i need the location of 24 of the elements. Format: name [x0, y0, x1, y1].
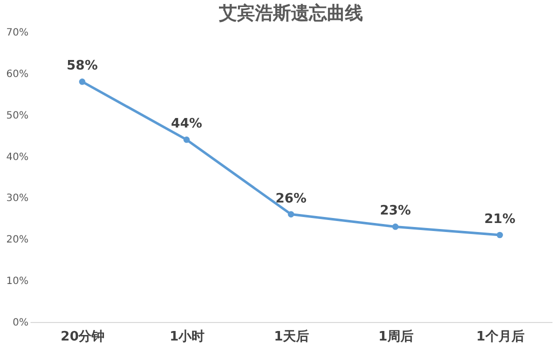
chart-title: 艾宾浩斯遗忘曲线: [218, 3, 363, 24]
point: [79, 78, 86, 85]
data-label: 26%: [275, 191, 307, 206]
point: [288, 211, 294, 218]
y-tick-label: 60%: [6, 68, 28, 80]
point: [496, 232, 503, 238]
data-label: 21%: [484, 212, 516, 227]
y-tick-label: 20%: [6, 234, 28, 246]
point: [183, 136, 190, 143]
y-tick-label: 0%: [12, 318, 28, 328]
x-tick-label: 1周后: [378, 328, 414, 344]
point: [392, 224, 399, 230]
x-tick-label: 1天后: [274, 328, 310, 344]
data-label: 23%: [380, 204, 411, 219]
x-tick-label: 1小时: [170, 330, 205, 344]
data-label: 58%: [66, 58, 98, 74]
y-tick-label: 10%: [6, 276, 28, 288]
y-tick-label: 70%: [6, 28, 28, 38]
y-tick-label: 50%: [6, 110, 28, 122]
y-tick-label: 30%: [6, 193, 28, 204]
x-tick-label: 20分钟: [60, 330, 105, 344]
x-tick-label: 1个月后: [476, 328, 524, 344]
y-tick-label: 40%: [6, 152, 28, 163]
data-label: 44%: [171, 116, 202, 132]
